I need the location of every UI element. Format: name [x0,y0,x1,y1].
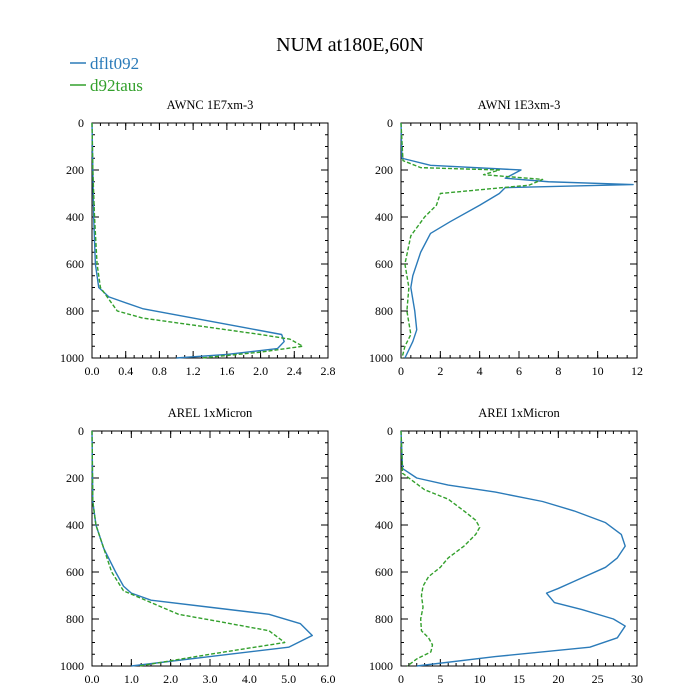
panel-1-title: AWNC 1E7xm-3 [167,98,254,112]
figure-title: NUM at180E,60N [276,34,424,56]
legend: dflt092 d92taus [70,54,143,95]
panel-2-x-tick-label: 12 [631,364,643,378]
panel-2: AWNI 1E3xm-3 0 2 4 6 8 10 12 0 200 400 600 800 1000 [369,98,643,378]
panel-3-x-tick-label: 3.0 [203,672,218,686]
panel-4-y-tick-label: 0 [387,424,393,438]
panel-2-x-tick-label: 0 [398,364,404,378]
panel-3-x-tick-label: 1.0 [124,672,139,686]
legend-label-dflt092: dflt092 [90,54,139,73]
panel-4-series-d92taus [400,430,481,667]
panel-4-x-tick-label: 15 [513,672,525,686]
panel-4-y-tick-label: 600 [375,565,393,579]
panel-2-y-tick-label: 800 [375,304,393,318]
panel-1-x-tick-label: 1.6 [219,364,234,378]
panel-2-frame [400,122,638,359]
panel-1-y-tick-label: 0 [78,116,84,130]
panel-1-x-tick-label: 0.0 [85,364,100,378]
panel-2-y-tick-label: 0 [387,116,393,130]
panel-4-title: AREI 1xMicron [478,406,560,420]
panel-1-x-tick-label: 2.0 [253,364,268,378]
panels: AWNC 1E7xm-30.0 0.4 0.8 1.2 1.6 2.0 2.4 2.80200… [60,98,643,686]
panel-2-series-d92taus [400,122,544,359]
panel-4-y-tick-label: 200 [375,471,393,485]
panel-4-x-tick-label: 25 [592,672,604,686]
panel-2-y-tick-label: 200 [375,163,393,177]
panel-3-y-tick-label: 600 [66,565,84,579]
panel-2-x-tick-label: 8 [555,364,561,378]
panel-1-series-d92taus [91,122,304,359]
panel-1-series-dflt092 [91,122,285,359]
panel-3-y-tick-label: 0 [78,424,84,438]
panel-2-x-tick-label: 2 [437,364,443,378]
panel-1-y-tick-label: 800 [66,304,84,318]
panel-4-x-tick-label: 30 [631,672,643,686]
panel-4-x-tick-label: 20 [552,672,564,686]
panel-4-series-dflt092 [400,430,626,667]
panel-4-frame [400,430,638,667]
panel-1-x-tick-label: 0.4 [118,364,133,378]
panel-3-x-tick-label: 0.0 [85,672,100,686]
panel-3-frame [91,430,329,667]
panel-3-x-tick-label: 6.0 [321,672,336,686]
panel-1-y-tick-label: 1000 [60,351,84,365]
panel-4-x-tick-label: 0 [398,672,404,686]
panel-2-y-tick-label: 600 [375,257,393,271]
panel-3-x-tick-label: 5.0 [281,672,296,686]
panel-3-x-tick-label: 2.0 [163,672,178,686]
panel-3-title: AREL 1xMicron [168,406,253,420]
panel-1-frame [91,122,329,359]
panel-2-y-tick-label: 1000 [369,351,393,365]
panel-3-series-d92taus [91,430,286,667]
panel-4-x-tick-label: 10 [474,672,486,686]
panel-2-series-dflt092 [400,122,634,359]
panel-3-y-tick-label: 800 [66,612,84,626]
panel-2-y-tick-label: 400 [375,210,393,224]
panel-3-y-tick-label: 400 [66,518,84,532]
panel-4: AREI 1xMicron 0 5 10 15 20 25 30 0 200 400 600 800 10… [369,406,643,686]
panel-3-x-tick-label: 4.0 [242,672,257,686]
legend-label-d92taus: d92taus [90,76,143,95]
panel-3-y-tick-label: 1000 [60,659,84,673]
panel-1-x-tick-label: 0.8 [152,364,167,378]
panel-4-y-tick-label: 800 [375,612,393,626]
panel-4-x-tick-label: 5 [437,672,443,686]
panel-2-x-tick-label: 4 [477,364,483,378]
panel-1-y-tick-label: 400 [66,210,84,224]
panel-2-x-tick-label: 10 [592,364,604,378]
panel-1-x-tick-label: 2.4 [287,364,302,378]
panel-1-y-tick-label: 200 [66,163,84,177]
panel-3: AREL 1xMicron 0.0 1.0 2.0 3.0 4.0 5.0 6.0 0 200 40… [60,406,336,686]
panel-1-x-tick-label: 1.2 [186,364,201,378]
panel-4-y-tick-label: 1000 [369,659,393,673]
panel-2-title: AWNI 1E3xm-3 [478,98,561,112]
panel-1-x-tick-label: 2.8 [321,364,336,378]
panel-3-y-tick-label: 200 [66,471,84,485]
panel-1: AWNC 1E7xm-3 0.0 0.4 0.8 1.2 1.6 2.0 2.4 2.8 0 200… [60,98,336,378]
panel-1-y-tick-label: 600 [66,257,84,271]
panel-4-y-tick-label: 400 [375,518,393,532]
panel-2-x-tick-label: 6 [516,364,522,378]
panel-3-series-dflt092 [91,430,313,667]
